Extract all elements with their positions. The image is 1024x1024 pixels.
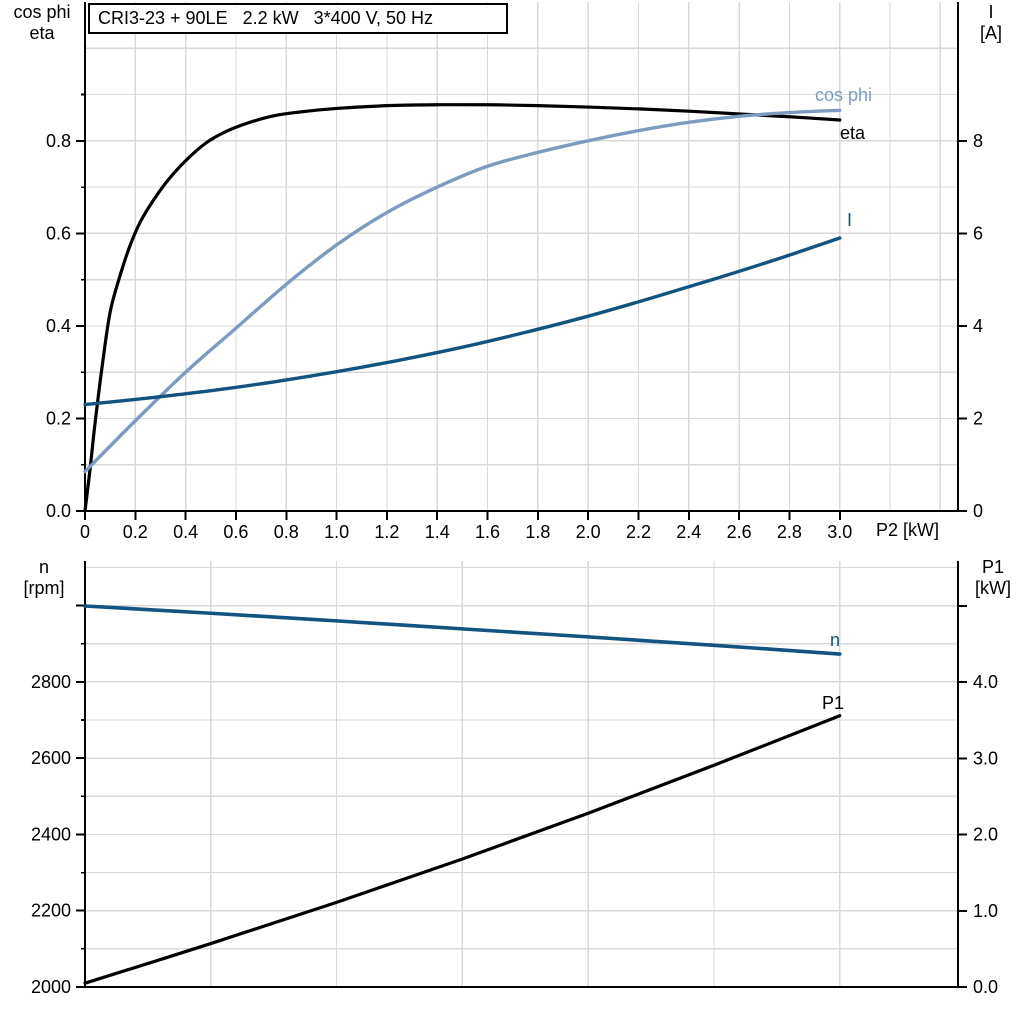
tick-label-right: 2 [973, 408, 983, 428]
axis-title-p1: P1 [981, 557, 1005, 577]
tick-label-x: 3.0 [827, 522, 852, 542]
tick-label-right: 4 [973, 316, 983, 336]
title-box: CRI3-23 + 90LE 2.2 kW 3*400 V, 50 Hz [88, 3, 508, 34]
tick-label-right: 1.0 [973, 901, 998, 921]
curve-label-n: n [830, 630, 840, 650]
tick-label-x: 2.0 [576, 522, 601, 542]
curve-I [83, 236, 842, 407]
curve-n [83, 604, 842, 656]
curve-label-cos_phi: cos phi [815, 85, 872, 105]
axis-title-current: I [988, 2, 994, 22]
tick-label-left: 0.6 [46, 223, 71, 243]
tick-label-left: 0.8 [46, 131, 71, 151]
tick-label-right: 0.0 [973, 977, 998, 997]
x-axis-title: P2 [kW] [876, 520, 940, 540]
tick-label-right: 3.0 [973, 748, 998, 768]
tick-label-x: 0 [80, 522, 90, 542]
chart-top: 0.0 0.2 0.4 0.6 0.8 0 2 4 6 8 0 0.2 0.4 0.6 0.8 1.0 1.2 1… [46, 2, 983, 542]
top-right-axis-title: I [A] [960, 2, 1022, 44]
tick-label-left: 0.4 [46, 316, 71, 336]
tick-label-x: 1.6 [475, 522, 500, 542]
curve-cos_phi [83, 108, 842, 474]
tick-label-x: 0.6 [223, 522, 248, 542]
curve-P1 [83, 714, 842, 985]
tick-label-x: 0.2 [123, 522, 148, 542]
bottom-right-axis-title: P1 [kW] [962, 557, 1024, 599]
tick-label-left: 2400 [31, 824, 71, 844]
tick-label-right: 0 [973, 501, 983, 521]
tick-label-left: 0.0 [46, 501, 71, 521]
curve-label-I: I [847, 210, 852, 230]
tick-label-x: 1.2 [374, 522, 399, 542]
tick-label-left: 2000 [31, 977, 71, 997]
tick-label-x: 1.4 [425, 522, 450, 542]
tick-label-left: 2800 [31, 672, 71, 692]
tick-label-x: 1.0 [324, 522, 349, 542]
tick-label-x: 0.8 [274, 522, 299, 542]
tick-label-right: 6 [973, 223, 983, 243]
curve-label-eta: eta [840, 123, 866, 143]
axis-title-speed: n [38, 557, 49, 577]
axis-title-speed-unit: [rpm] [23, 578, 65, 598]
tick-label-right: 2.0 [973, 825, 998, 845]
tick-label-x: 2.8 [777, 522, 802, 542]
chart-bottom: 2000 2200 2400 2600 2800 0.0 1.0 2.0 3.0 4.0 n P1 [31, 561, 998, 997]
tick-label-right: 4.0 [973, 672, 998, 692]
tick-label-x: 0.4 [173, 522, 198, 542]
top-left-axis-title: cos phi eta [0, 2, 84, 44]
axis-title-current-unit: [A] [979, 23, 1002, 43]
tick-label-x: 2.6 [727, 522, 752, 542]
curve-eta [83, 103, 842, 513]
tick-label-x: 2.4 [676, 522, 701, 542]
curve-label-P1: P1 [822, 693, 844, 713]
axis-title-p1-unit: [kW] [975, 578, 1011, 598]
tick-label-x: 2.2 [626, 522, 651, 542]
tick-label-right: 8 [973, 131, 983, 151]
tick-label-left: 2600 [31, 748, 71, 768]
axis-title-eta: eta [29, 23, 55, 43]
tick-label-x: 1.8 [525, 522, 550, 542]
axis-title-cos-phi: cos phi [13, 2, 71, 22]
tick-label-left: 2200 [31, 901, 71, 921]
bottom-left-axis-title: n [rpm] [0, 557, 88, 599]
tick-label-left: 0.2 [46, 408, 71, 428]
